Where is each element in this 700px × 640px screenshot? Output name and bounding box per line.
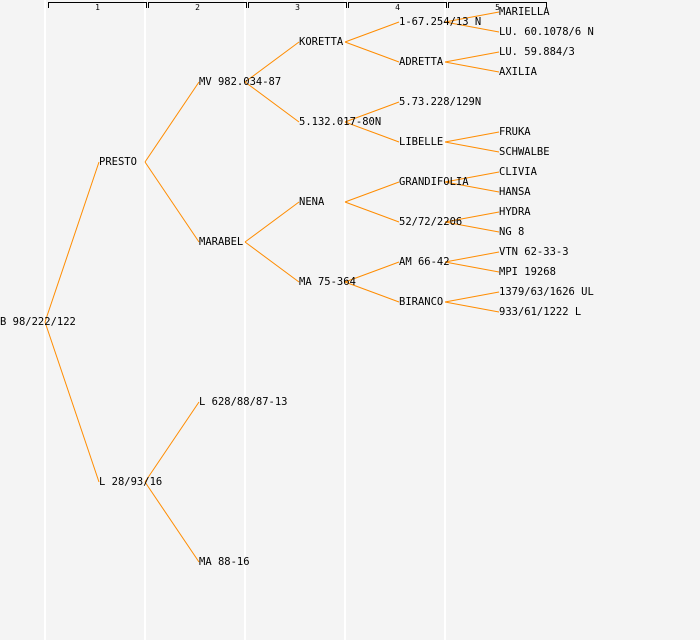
pedigree-node[interactable]: BIRANCO (399, 296, 444, 308)
pedigree-link (444, 21, 500, 33)
pedigree-node[interactable]: NENA (299, 196, 325, 208)
pedigree-node[interactable]: PRESTO (99, 156, 137, 168)
pedigree-link (444, 251, 500, 263)
pedigree-node[interactable]: MA 88-16 (199, 556, 250, 568)
column-separator (244, 0, 246, 640)
pedigree-link (344, 181, 400, 203)
pedigree-link (344, 21, 400, 43)
pedigree-node[interactable]: LU. 59.884/3 (499, 46, 575, 58)
pedigree-link (444, 171, 500, 183)
pedigree-link (144, 481, 200, 563)
column-separator (344, 0, 346, 640)
pedigree-node[interactable]: 5.73.228/129N (399, 96, 482, 108)
pedigree-node[interactable]: LU. 60.1078/6 N (499, 26, 594, 38)
generation-number: 4 (395, 3, 400, 12)
pedigree-link (144, 161, 200, 243)
pedigree-node[interactable]: 1379/63/1626 UL (499, 286, 594, 298)
generation-number: 2 (195, 3, 200, 12)
generation-number: 5 (495, 3, 500, 12)
pedigree-node[interactable]: B 98/222/122 (0, 316, 76, 328)
pedigree-link (244, 201, 300, 243)
pedigree-link (344, 281, 400, 303)
pedigree-link (444, 61, 500, 73)
pedigree-link (444, 221, 500, 233)
pedigree-link (244, 81, 300, 123)
pedigree-link (444, 131, 500, 143)
pedigree-node[interactable]: AM 66-42 (399, 256, 450, 268)
pedigree-link (44, 161, 100, 323)
generation-header: 3 (248, 2, 347, 12)
pedigree-node[interactable]: VTN 62-33-3 (499, 246, 569, 258)
pedigree-node[interactable]: 5.132.017-80N (299, 116, 382, 128)
pedigree-node[interactable]: MPI 19268 (499, 266, 556, 278)
generation-number: 3 (295, 3, 300, 12)
pedigree-link (344, 121, 400, 143)
generation-number: 1 (95, 3, 100, 12)
pedigree-link (344, 101, 400, 123)
generation-header: 4 (348, 2, 447, 12)
pedigree-node[interactable]: KORETTA (299, 36, 344, 48)
pedigree-node[interactable]: MA 75-364 (299, 276, 356, 288)
generation-header: 5 (448, 2, 547, 12)
generation-header: 1 (48, 2, 147, 12)
pedigree-link (444, 261, 500, 273)
pedigree-node[interactable]: AXILIA (499, 66, 537, 78)
pedigree-node[interactable]: CLIVIA (499, 166, 537, 178)
pedigree-node[interactable]: MARIELLA (499, 6, 550, 18)
pedigree-node[interactable]: 933/61/1222 L (499, 306, 582, 318)
pedigree-link (244, 241, 300, 283)
pedigree-node[interactable]: HYDRA (499, 206, 531, 218)
pedigree-node[interactable]: GRANDIFOLIA (399, 176, 469, 188)
pedigree-link (444, 181, 500, 193)
pedigree-link (44, 321, 100, 483)
pedigree-link (244, 41, 300, 83)
pedigree-link (444, 301, 500, 313)
pedigree-link (444, 291, 500, 303)
pedigree-link (344, 261, 400, 283)
pedigree-node[interactable]: MV 982.034-87 (199, 76, 282, 88)
pedigree-node[interactable]: NG 8 (499, 226, 525, 238)
pedigree-node[interactable]: MARABEL (199, 236, 244, 248)
pedigree-node[interactable]: L 28/93/16 (99, 476, 163, 488)
pedigree-node[interactable]: HANSA (499, 186, 531, 198)
pedigree-link (444, 11, 500, 23)
pedigree-link (444, 211, 500, 223)
pedigree-node[interactable]: 52/72/2206 (399, 216, 463, 228)
generation-header: 2 (148, 2, 247, 12)
column-separator (444, 0, 446, 640)
pedigree-node[interactable]: 1-67.254/13 N (399, 16, 482, 28)
column-separator (44, 0, 46, 640)
pedigree-link (444, 51, 500, 63)
pedigree-node[interactable]: FRUKA (499, 126, 531, 138)
pedigree-node[interactable]: LIBELLE (399, 136, 444, 148)
pedigree-link (444, 141, 500, 153)
pedigree-link (344, 201, 400, 223)
pedigree-node[interactable]: SCHWALBE (499, 146, 550, 158)
pedigree-link (144, 401, 200, 483)
column-separator (144, 0, 146, 640)
pedigree-link (344, 41, 400, 63)
pedigree-node[interactable]: L 628/88/87-13 (199, 396, 288, 408)
pedigree-link (144, 81, 200, 163)
pedigree-node[interactable]: ADRETTA (399, 56, 444, 68)
